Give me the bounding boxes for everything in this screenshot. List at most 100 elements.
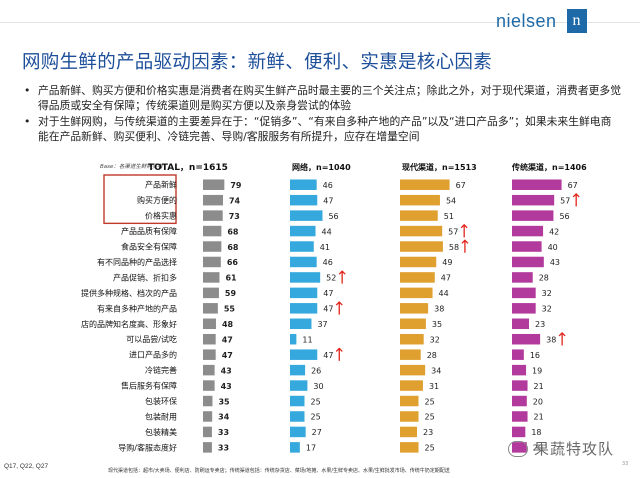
value-label: 21 — [534, 413, 544, 422]
bar — [512, 303, 536, 314]
category-label: 包装耐用 — [145, 411, 177, 421]
value-label: 47 — [323, 351, 333, 360]
bar — [400, 411, 419, 422]
up-arrow-icon — [338, 270, 346, 284]
value-label: 18 — [531, 428, 541, 437]
value-label: 47 — [323, 289, 333, 298]
value-label: 32 — [430, 335, 440, 344]
wechat-watermark: 果蔬特攻队 — [508, 438, 614, 459]
value-label: 31 — [429, 382, 439, 391]
up-arrow-icon — [558, 332, 566, 346]
bar — [290, 179, 317, 190]
question-reference: Q17, Q22, Q27 — [4, 463, 49, 470]
bar — [203, 256, 221, 268]
value-label: 35 — [218, 397, 230, 406]
bar — [203, 179, 225, 190]
value-label: 43 — [221, 366, 232, 375]
value-label: 40 — [548, 243, 558, 252]
category-label: 冷链完善 — [145, 365, 177, 375]
value-label: 30 — [313, 382, 323, 391]
bar — [203, 272, 220, 283]
category-label: 可以品尝/试吃 — [126, 334, 177, 344]
bar — [290, 395, 305, 407]
bar — [290, 442, 300, 453]
bar — [400, 256, 437, 268]
up-arrow-icon — [460, 223, 468, 238]
value-label: 47 — [323, 196, 333, 205]
bar — [400, 395, 419, 407]
bar — [512, 318, 530, 330]
bar — [512, 287, 536, 299]
bar — [512, 349, 524, 360]
value-label: 25 — [425, 413, 435, 422]
value-label: 68 — [227, 243, 239, 252]
category-label: 有来自多种产地的产品 — [97, 303, 177, 313]
category-label: 产品新鲜 — [145, 180, 177, 190]
value-label: 25 — [311, 397, 321, 406]
bar — [290, 318, 312, 330]
value-label: 25 — [425, 444, 435, 453]
bar — [400, 272, 435, 283]
bar — [512, 380, 528, 391]
bar — [290, 225, 316, 237]
bar — [290, 426, 306, 438]
logo-wordmark: nielsen — [496, 10, 557, 31]
value-label: 28 — [427, 351, 437, 360]
bullet-dot-icon: • — [24, 114, 31, 128]
bar — [512, 333, 541, 345]
value-label: 58 — [449, 243, 459, 252]
bar — [512, 179, 562, 190]
bar — [400, 364, 426, 376]
bullet-list: • 产品新鲜、购买方便和价格实惠是消费者在购买生鲜产品时最主要的三个关注点；除此… — [22, 83, 622, 145]
category-label: 食品安全有保障 — [121, 242, 177, 252]
wechat-icon — [508, 440, 528, 457]
value-label: 79 — [230, 181, 242, 190]
up-arrow-icon — [572, 193, 580, 207]
value-label: 47 — [222, 335, 233, 344]
bar — [203, 411, 213, 422]
bar — [290, 349, 318, 360]
value-label: 61 — [225, 274, 237, 283]
value-label: 20 — [533, 444, 543, 453]
value-label: 25 — [311, 413, 321, 422]
highlight-box — [103, 174, 177, 225]
value-label: 74 — [229, 196, 241, 205]
bar — [512, 256, 544, 268]
category-label: 包装精美 — [145, 427, 177, 437]
category-label: 进口产品多的 — [129, 350, 177, 360]
value-label: 43 — [550, 258, 560, 267]
value-label: 44 — [439, 289, 449, 298]
category-label: 有不同品种的产品选择 — [97, 257, 177, 267]
value-label: 67 — [456, 181, 466, 190]
value-label: 38 — [434, 305, 444, 314]
bar — [400, 287, 433, 299]
bar — [400, 303, 429, 314]
slide-title: 网购生鲜的产品驱动因素：新鲜、便利、实惠是核心因素 — [22, 52, 493, 73]
bar — [203, 287, 219, 299]
bar — [400, 318, 426, 330]
value-label: 68 — [227, 227, 239, 236]
value-label: 32 — [542, 289, 552, 298]
bar — [203, 210, 223, 221]
value-label: 67 — [568, 181, 578, 190]
channel-footnote: 现代渠道包括：超市/大卖场、便利店、防刷运专卖店；传统渠道包括：传统杂货店、菜场… — [108, 468, 450, 474]
category-label: 包装环保 — [145, 396, 177, 406]
bar — [203, 349, 216, 360]
value-label: 59 — [225, 289, 237, 298]
bullet-dot-icon: • — [24, 84, 31, 97]
bar — [400, 333, 424, 345]
category-label: 店的品牌知名度高、形象好 — [81, 319, 177, 329]
bar — [512, 364, 527, 376]
value-label: 52 — [326, 274, 336, 283]
value-label: 49 — [442, 258, 452, 267]
bar — [203, 241, 222, 252]
category-label: 产品品质有保障 — [121, 226, 177, 236]
bar — [203, 194, 223, 206]
value-label: 46 — [323, 181, 333, 190]
series-header: 网络，n=1040 — [292, 162, 351, 172]
value-label: 37 — [317, 320, 327, 329]
series-header: 传统渠道，n=1406 — [511, 162, 587, 172]
up-arrow-icon — [335, 347, 343, 361]
bar — [203, 426, 212, 438]
series-header: TOTAL，n=1615 — [148, 163, 228, 173]
